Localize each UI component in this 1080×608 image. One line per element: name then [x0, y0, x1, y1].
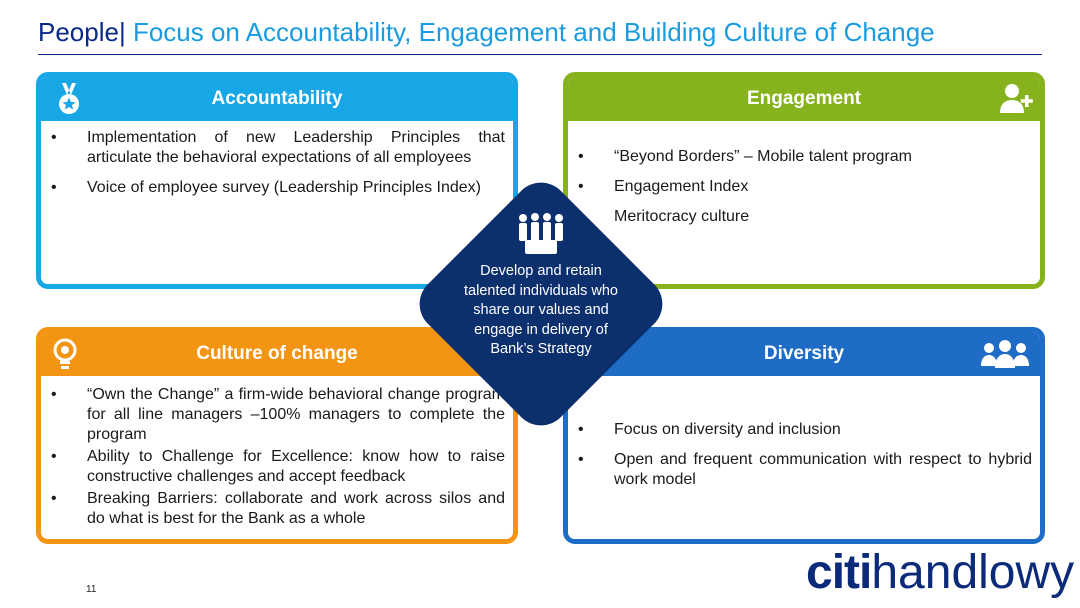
title-divider	[38, 54, 1042, 55]
list-item: Open and frequent communication with res…	[568, 450, 1032, 490]
center-message: Develop and retain talented individuals …	[440, 208, 642, 398]
list-item: Voice of employee survey (Leadership Pri…	[41, 178, 505, 198]
page-title-lead: People|	[38, 17, 126, 47]
add-user-icon	[1000, 84, 1033, 113]
center-text: Develop and retain talented individuals …	[464, 263, 618, 357]
diversity-header: Diversity	[568, 332, 1040, 376]
culture-card: Culture of change “Own the Change” a fir…	[36, 327, 518, 544]
lightbulb-icon	[53, 338, 77, 369]
engagement-header: Engagement	[568, 77, 1040, 121]
page-title: People| Focus on Accountability, Engagem…	[38, 17, 935, 48]
list-item: Focus on diversity and inclusion	[568, 420, 1032, 440]
group-icon	[981, 340, 1029, 368]
medal-icon	[59, 83, 79, 114]
diversity-title: Diversity	[763, 343, 845, 364]
accountability-title: Accountability	[211, 88, 343, 109]
engagement-title: Engagement	[746, 88, 862, 109]
list-item: Ability to Challenge for Excellence: kno…	[41, 447, 505, 487]
logo-handlowy: handlowy	[871, 546, 1075, 599]
list-item: “Own the Change” a firm-wide behavioral …	[41, 385, 505, 445]
page-title-rest: Focus on Accountability, Engagement and …	[125, 17, 935, 47]
citi-handlowy-logo: citihandlowy	[806, 545, 1074, 601]
page-number: 11	[86, 584, 97, 595]
culture-list: “Own the Change” a firm-wide behavioral …	[41, 385, 505, 539]
list-item: Engagement Index	[568, 177, 1038, 197]
engagement-card: Engagement “Beyond Borders” – Mobile tal…	[563, 72, 1045, 289]
engagement-list: “Beyond Borders” – Mobile talent program…	[568, 147, 1038, 237]
logo-citi: citi	[806, 546, 872, 599]
accountability-list: Implementation of new Leadership Princip…	[41, 128, 505, 208]
list-item: Breaking Barriers: collaborate and work …	[41, 489, 505, 529]
accountability-header: Accountability	[41, 77, 513, 121]
culture-header: Culture of change	[41, 332, 513, 376]
diversity-card: Diversity Focus on diversity and inclusi…	[563, 327, 1045, 544]
accountability-card: Accountability Implementation of new Lea…	[36, 72, 518, 289]
people-icon	[519, 213, 563, 254]
list-item: “Beyond Borders” – Mobile talent program	[568, 147, 1038, 167]
culture-title: Culture of change	[196, 343, 358, 364]
list-item: Implementation of new Leadership Princip…	[41, 128, 505, 168]
diversity-list: Focus on diversity and inclusion Open an…	[568, 420, 1032, 500]
